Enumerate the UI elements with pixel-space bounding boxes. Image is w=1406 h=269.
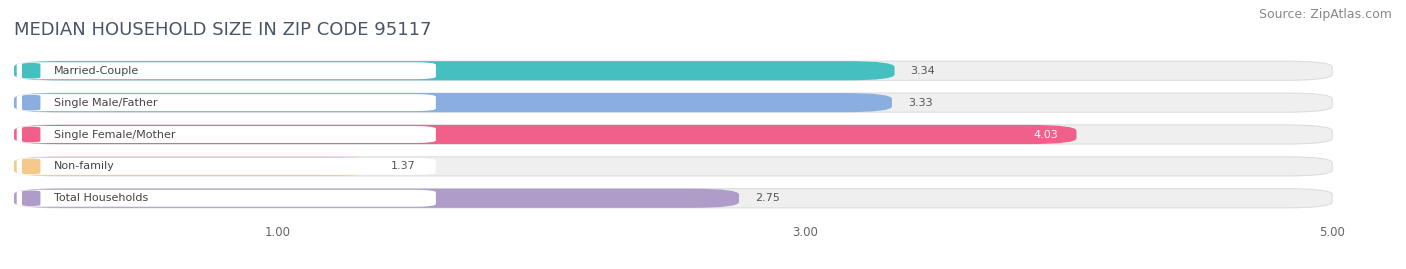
FancyBboxPatch shape <box>22 127 41 142</box>
FancyBboxPatch shape <box>14 157 1333 176</box>
FancyBboxPatch shape <box>17 190 436 207</box>
FancyBboxPatch shape <box>17 62 436 79</box>
FancyBboxPatch shape <box>14 93 1333 112</box>
Text: Total Households: Total Households <box>53 193 148 203</box>
FancyBboxPatch shape <box>14 189 740 208</box>
Text: 1.37: 1.37 <box>391 161 416 171</box>
Text: MEDIAN HOUSEHOLD SIZE IN ZIP CODE 95117: MEDIAN HOUSEHOLD SIZE IN ZIP CODE 95117 <box>14 20 432 38</box>
FancyBboxPatch shape <box>22 158 41 174</box>
FancyBboxPatch shape <box>17 94 436 111</box>
FancyBboxPatch shape <box>17 158 436 175</box>
FancyBboxPatch shape <box>14 157 375 176</box>
FancyBboxPatch shape <box>14 125 1333 144</box>
FancyBboxPatch shape <box>22 63 41 79</box>
Text: 4.03: 4.03 <box>1033 129 1059 140</box>
Text: 2.75: 2.75 <box>755 193 780 203</box>
Text: Source: ZipAtlas.com: Source: ZipAtlas.com <box>1258 8 1392 21</box>
Text: Single Male/Father: Single Male/Father <box>53 98 157 108</box>
FancyBboxPatch shape <box>14 61 894 80</box>
FancyBboxPatch shape <box>17 126 436 143</box>
Text: 3.34: 3.34 <box>911 66 935 76</box>
FancyBboxPatch shape <box>14 61 1333 80</box>
Text: 3.33: 3.33 <box>908 98 932 108</box>
FancyBboxPatch shape <box>22 190 41 206</box>
FancyBboxPatch shape <box>14 93 891 112</box>
FancyBboxPatch shape <box>14 125 1077 144</box>
Text: Married-Couple: Married-Couple <box>53 66 139 76</box>
FancyBboxPatch shape <box>14 189 1333 208</box>
Text: Non-family: Non-family <box>53 161 114 171</box>
FancyBboxPatch shape <box>22 95 41 111</box>
Text: Single Female/Mother: Single Female/Mother <box>53 129 176 140</box>
